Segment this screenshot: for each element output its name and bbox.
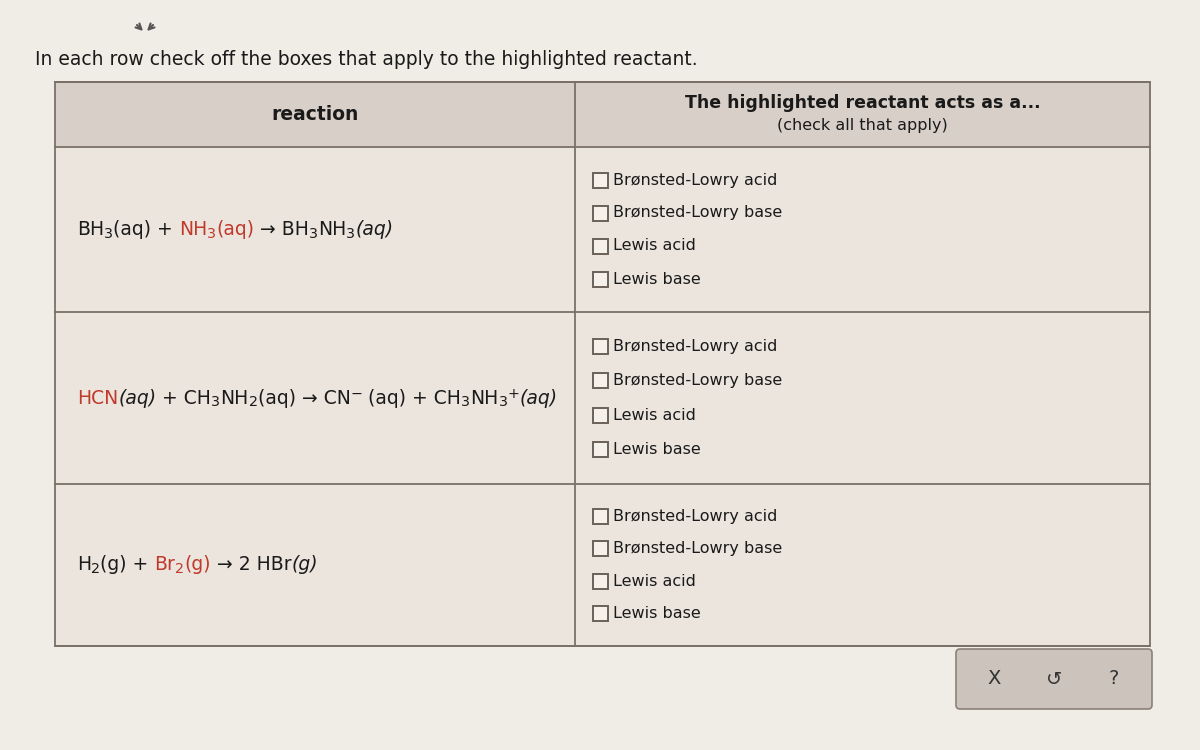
Text: 3: 3 [211,395,221,409]
Text: Lewis base: Lewis base [613,606,701,621]
Text: BH: BH [77,220,104,239]
Text: NH: NH [318,220,347,239]
Text: Lewis acid: Lewis acid [613,238,696,254]
Text: Brønsted-Lowry base: Brønsted-Lowry base [613,542,782,556]
Bar [55,312,1150,484]
Bar [55,484,1150,646]
Text: NH: NH [221,388,248,407]
Text: ?: ? [1109,670,1120,688]
Text: X: X [988,670,1001,688]
Text: 3: 3 [208,226,216,241]
Text: Lewis acid: Lewis acid [613,574,696,589]
Text: −: − [350,386,362,400]
Text: Brønsted-Lowry acid: Brønsted-Lowry acid [613,172,778,188]
Text: (check all that apply): (check all that apply) [778,118,948,133]
Text: Brønsted-Lowry base: Brønsted-Lowry base [613,374,782,388]
Bar [593,206,608,220]
Text: (g) +: (g) + [100,556,155,574]
Text: 2: 2 [248,395,258,409]
Text: (aq): (aq) [119,388,156,407]
Bar [593,272,608,286]
Bar [55,147,1150,312]
Text: (aq): (aq) [216,220,254,239]
Text: (aq): (aq) [355,220,394,239]
Text: Brønsted-Lowry base: Brønsted-Lowry base [613,206,782,220]
Text: ↺: ↺ [1046,670,1062,688]
Text: 2: 2 [175,562,185,576]
Text: 3: 3 [104,226,113,241]
Bar [593,408,608,423]
Bar [55,82,1150,147]
Text: 3: 3 [498,395,508,409]
Bar [593,542,608,556]
Bar [593,172,608,188]
Text: Brønsted-Lowry acid: Brønsted-Lowry acid [613,339,778,354]
Bar [593,442,608,457]
FancyBboxPatch shape [956,649,1152,709]
Text: (g): (g) [292,556,318,574]
Text: → BH: → BH [254,220,310,239]
Bar [593,574,608,589]
Text: 2: 2 [91,562,100,576]
Text: (aq) +: (aq) + [113,220,179,239]
Text: H: H [77,556,91,574]
Text: (aq) + CH: (aq) + CH [362,388,461,407]
Text: (aq): (aq) [520,388,558,407]
Text: HCN: HCN [77,388,119,407]
Text: + CH: + CH [156,388,211,407]
Text: In each row check off the boxes that apply to the highlighted reactant.: In each row check off the boxes that app… [35,50,697,69]
Bar [593,374,608,388]
Text: Br: Br [155,556,175,574]
Text: (g): (g) [185,556,211,574]
Text: Brønsted-Lowry acid: Brønsted-Lowry acid [613,509,778,524]
Bar [593,238,608,254]
Text: NH: NH [179,220,208,239]
Text: Lewis base: Lewis base [613,442,701,457]
Text: 3: 3 [347,226,355,241]
Text: → 2 HBr: → 2 HBr [211,556,292,574]
Text: Lewis acid: Lewis acid [613,408,696,423]
Text: reaction: reaction [271,105,359,124]
Text: 3: 3 [310,226,318,241]
Bar [593,509,608,524]
Bar [593,339,608,354]
Text: The highlighted reactant acts as a...: The highlighted reactant acts as a... [685,94,1040,112]
Text: (aq) → CN: (aq) → CN [258,388,350,407]
Text: NH: NH [470,388,498,407]
Text: Lewis base: Lewis base [613,272,701,286]
Text: +: + [508,386,520,400]
Bar [593,606,608,621]
Text: 3: 3 [461,395,470,409]
